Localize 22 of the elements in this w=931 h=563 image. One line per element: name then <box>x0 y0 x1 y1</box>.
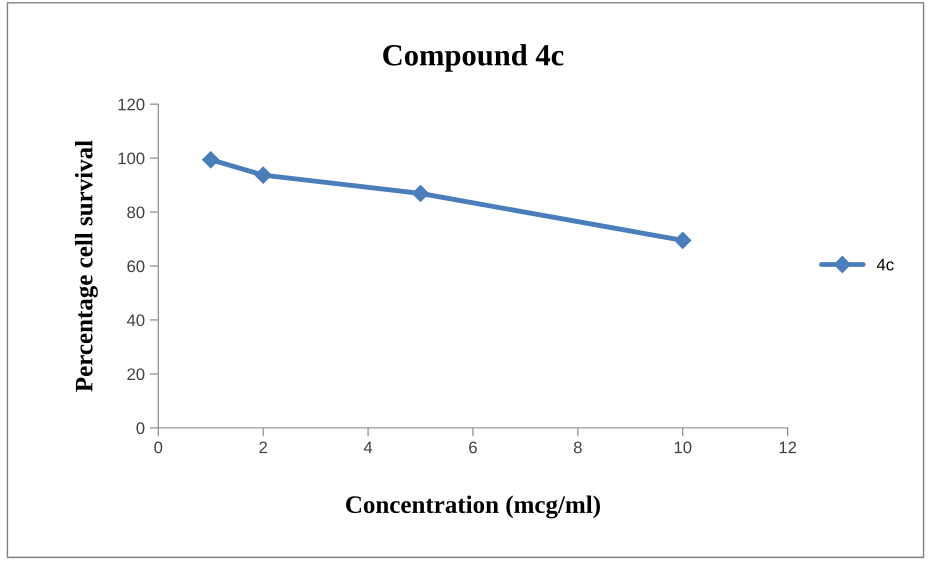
y-tick-label: 40 <box>126 314 144 326</box>
y-tick-label: 60 <box>127 260 144 272</box>
chart-title: Compound 4c <box>383 44 564 72</box>
x-tick-label: 6 <box>469 442 477 454</box>
x-tick-label: 0 <box>154 442 162 454</box>
point <box>202 151 220 168</box>
x-tick-label: 4 <box>364 442 372 454</box>
legend-label: 4c <box>876 258 894 270</box>
y-tick-label: 120 <box>118 98 144 110</box>
x-tick-label: 12 <box>780 442 796 454</box>
x-tick-label: 8 <box>574 442 582 454</box>
x-tick-label: 10 <box>674 442 692 454</box>
point <box>412 184 430 202</box>
x-tick-label: 2 <box>259 442 267 454</box>
y-axis-title: Percentage cell survival <box>74 140 98 392</box>
y-tick-label: 80 <box>127 206 144 218</box>
y-tick-label: 100 <box>118 152 144 164</box>
point <box>254 166 272 184</box>
x-axis-title: Concentration (mcg/ml) <box>346 496 600 518</box>
y-tick-label: 20 <box>127 368 144 380</box>
point <box>674 232 692 249</box>
y-tick-label: 0 <box>136 422 144 434</box>
